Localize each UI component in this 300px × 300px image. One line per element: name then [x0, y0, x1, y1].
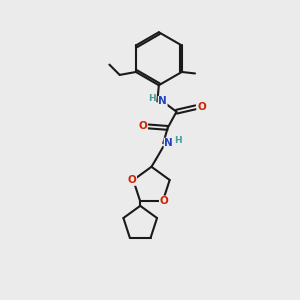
Text: O: O: [128, 175, 136, 185]
Text: O: O: [160, 196, 169, 206]
Text: N: N: [164, 138, 173, 148]
Text: O: O: [197, 102, 206, 112]
Text: H: H: [148, 94, 155, 103]
Text: H: H: [174, 136, 182, 145]
Text: N: N: [158, 96, 167, 106]
Text: O: O: [138, 122, 147, 131]
